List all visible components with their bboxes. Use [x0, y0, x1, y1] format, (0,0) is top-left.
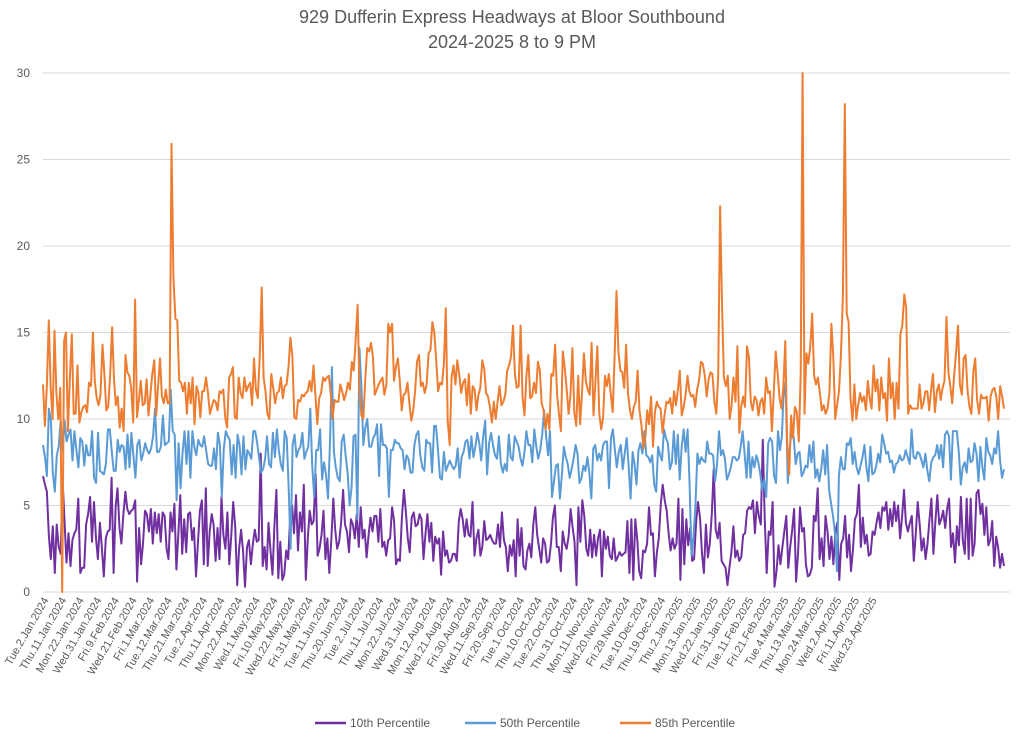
x-axis-ticks: Tue.2.Jan.2024Thu.11.Jan.2024Mon.22.Jan.… [3, 596, 880, 678]
y-tick-label: 15 [17, 326, 31, 340]
chart-subtitle: 2024-2025 8 to 9 PM [428, 32, 596, 52]
chart-title: 929 Dufferin Express Headways at Bloor S… [299, 7, 725, 27]
y-tick-label: 25 [17, 153, 31, 167]
series-line-50th-percentile [42, 347, 1005, 573]
legend-label: 85th Percentile [655, 716, 735, 730]
series-line-85th-percentile [42, 72, 1005, 593]
series-line-10th-percentile [42, 438, 1005, 588]
y-tick-label: 10 [17, 412, 31, 426]
legend-label: 10th Percentile [350, 716, 430, 730]
y-tick-label: 30 [17, 66, 31, 80]
legend-label: 50th Percentile [500, 716, 580, 730]
gridlines [43, 72, 1010, 593]
y-tick-label: 5 [23, 499, 30, 513]
series-lines [42, 72, 1005, 593]
y-tick-label: 0 [23, 585, 30, 599]
legend: 10th Percentile 50th Percentile 85th Perce… [315, 716, 735, 730]
y-tick-label: 20 [17, 239, 31, 253]
y-axis-ticks: 0 5 10 15 20 25 30 [17, 66, 31, 599]
